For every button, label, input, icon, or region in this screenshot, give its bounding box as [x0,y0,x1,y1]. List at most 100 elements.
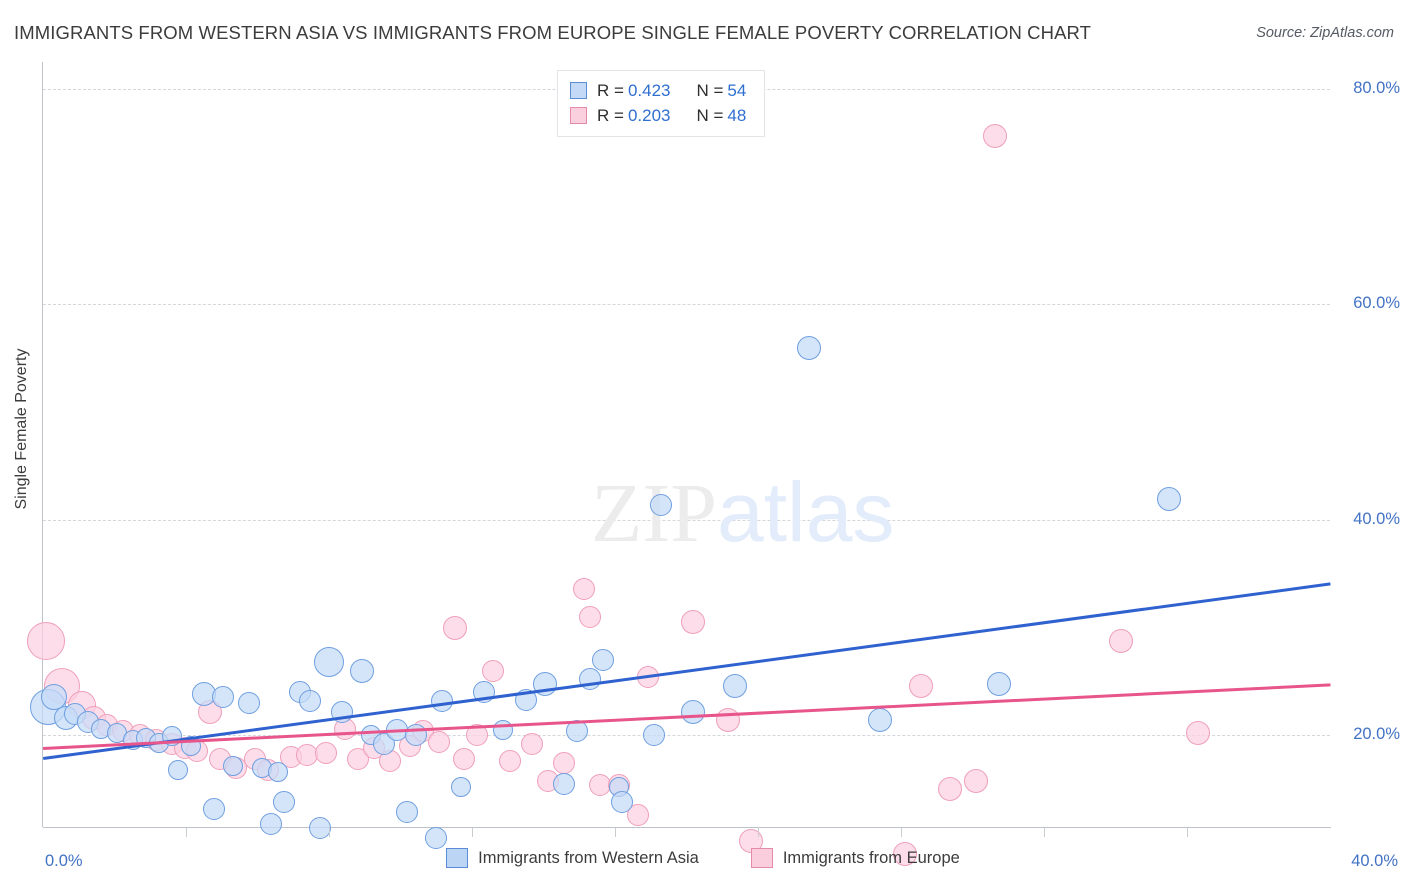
scatter-point[interactable] [202,797,225,820]
scatter-point[interactable] [41,683,68,710]
legend-color-box-europe [750,848,773,868]
n-value: 54 [727,80,747,100]
scatter-point[interactable] [308,817,331,840]
y-axis-tick-label: 40.0% [1353,509,1400,528]
scatter-point[interactable] [578,605,601,628]
legend-swatch-europe [570,107,587,124]
x-axis-min-label: 0.0% [45,852,83,870]
scatter-point[interactable] [181,736,201,757]
r-label: R = [597,80,624,100]
scatter-point[interactable] [643,724,666,747]
scatter-point[interactable] [349,658,374,683]
x-axis-tick [615,827,616,837]
r-value: 0.423 [627,80,671,100]
scatter-point[interactable] [267,762,288,783]
scatter-point[interactable] [161,726,182,747]
scatter-point[interactable] [611,791,634,814]
scatter-point[interactable] [680,610,705,635]
scatter-point[interactable] [482,659,505,682]
x-axis-tick [901,827,902,837]
scatter-point[interactable] [627,804,650,827]
scatter-point[interactable] [466,724,489,747]
scatter-point[interactable] [430,689,453,712]
scatter-point[interactable] [986,671,1011,696]
scatter-point[interactable] [237,692,260,715]
watermark-atlas: atlas [717,465,895,559]
watermark: ZIPatlas [591,470,894,556]
scatter-point[interactable] [796,335,821,360]
scatter-point[interactable] [222,755,243,776]
scatter-point[interactable] [514,688,537,711]
scatter-point[interactable] [1186,721,1211,746]
scatter-point[interactable] [453,748,476,771]
legend-color-box-western-asia [446,848,469,868]
scatter-point[interactable] [442,615,467,640]
gridline [43,304,1330,306]
scatter-point[interactable] [273,791,296,814]
n-label: N = [696,105,724,125]
scatter-point[interactable] [315,741,338,764]
scatter-point[interactable] [716,708,741,733]
correlation-legend-row: R = 0.423 N = 54 [570,78,750,103]
x-axis-line [43,827,1331,828]
scatter-point[interactable] [532,671,557,696]
scatter-point[interactable] [498,750,521,773]
scatter-point[interactable] [395,800,418,823]
x-axis-tick [472,827,473,837]
scatter-point[interactable] [260,812,283,835]
y-axis-tick-label: 60.0% [1353,294,1400,313]
y-axis-tick-label: 80.0% [1353,78,1400,97]
scatter-point[interactable] [566,720,589,743]
scatter-point[interactable] [521,733,544,756]
source-label: Source: ZipAtlas.com [1256,25,1394,41]
x-axis-tick [1044,827,1045,837]
scatter-point[interactable] [191,682,216,707]
scatter-point[interactable] [299,689,322,712]
scatter-point[interactable] [636,666,659,689]
scatter-point[interactable] [553,752,576,775]
scatter-point[interactable] [649,493,672,516]
scatter-point[interactable] [578,668,601,691]
scatter-point[interactable] [572,577,595,600]
scatter-point[interactable] [472,681,495,704]
plot-area: ZIPatlas [27,62,1331,866]
scatter-point[interactable] [867,708,892,733]
x-axis-tick [1187,827,1188,837]
scatter-point[interactable] [493,720,514,741]
scatter-point[interactable] [405,724,428,747]
x-axis-max-label: 40.0% [1351,852,1398,870]
scatter-point[interactable] [680,699,705,724]
y-axis-line [42,62,43,827]
legend-item-europe[interactable]: Immigrants from Europe [750,848,960,868]
trendline-western-asia [43,582,1331,760]
scatter-point[interactable] [27,621,66,660]
scatter-point[interactable] [983,124,1008,149]
scatter-point[interactable] [212,685,235,708]
scatter-point[interactable] [451,777,472,798]
x-axis-tick [758,827,759,837]
legend-label: Immigrants from Western Asia [478,848,699,867]
scatter-point[interactable] [964,768,989,793]
scatter-point[interactable] [331,700,354,723]
scatter-point[interactable] [427,730,450,753]
scatter-point[interactable] [1108,628,1133,653]
correlation-legend: R = 0.423 N = 54 R = 0.203 N = 48 [557,70,766,137]
scatter-point[interactable] [553,772,576,795]
scatter-point[interactable] [1157,487,1182,512]
scatter-point[interactable] [909,673,934,698]
y-axis-tick-label: 20.0% [1353,725,1400,744]
gridline [43,735,1330,737]
n-value: 48 [727,105,747,125]
page-title: IMMIGRANTS FROM WESTERN ASIA VS IMMIGRAN… [14,22,1092,43]
scatter-point[interactable] [893,841,918,866]
scatter-point[interactable] [591,648,614,671]
legend-item-western-asia[interactable]: Immigrants from Western Asia [446,848,699,868]
r-value: 0.203 [627,105,671,125]
correlation-legend-row: R = 0.203 N = 48 [570,103,750,128]
legend-label: Immigrants from Europe [782,848,960,867]
scatter-point[interactable] [168,759,189,780]
scatter-point[interactable] [314,647,345,678]
scatter-point[interactable] [938,777,963,802]
scatter-point[interactable] [722,673,747,698]
scatter-point[interactable] [424,826,447,849]
